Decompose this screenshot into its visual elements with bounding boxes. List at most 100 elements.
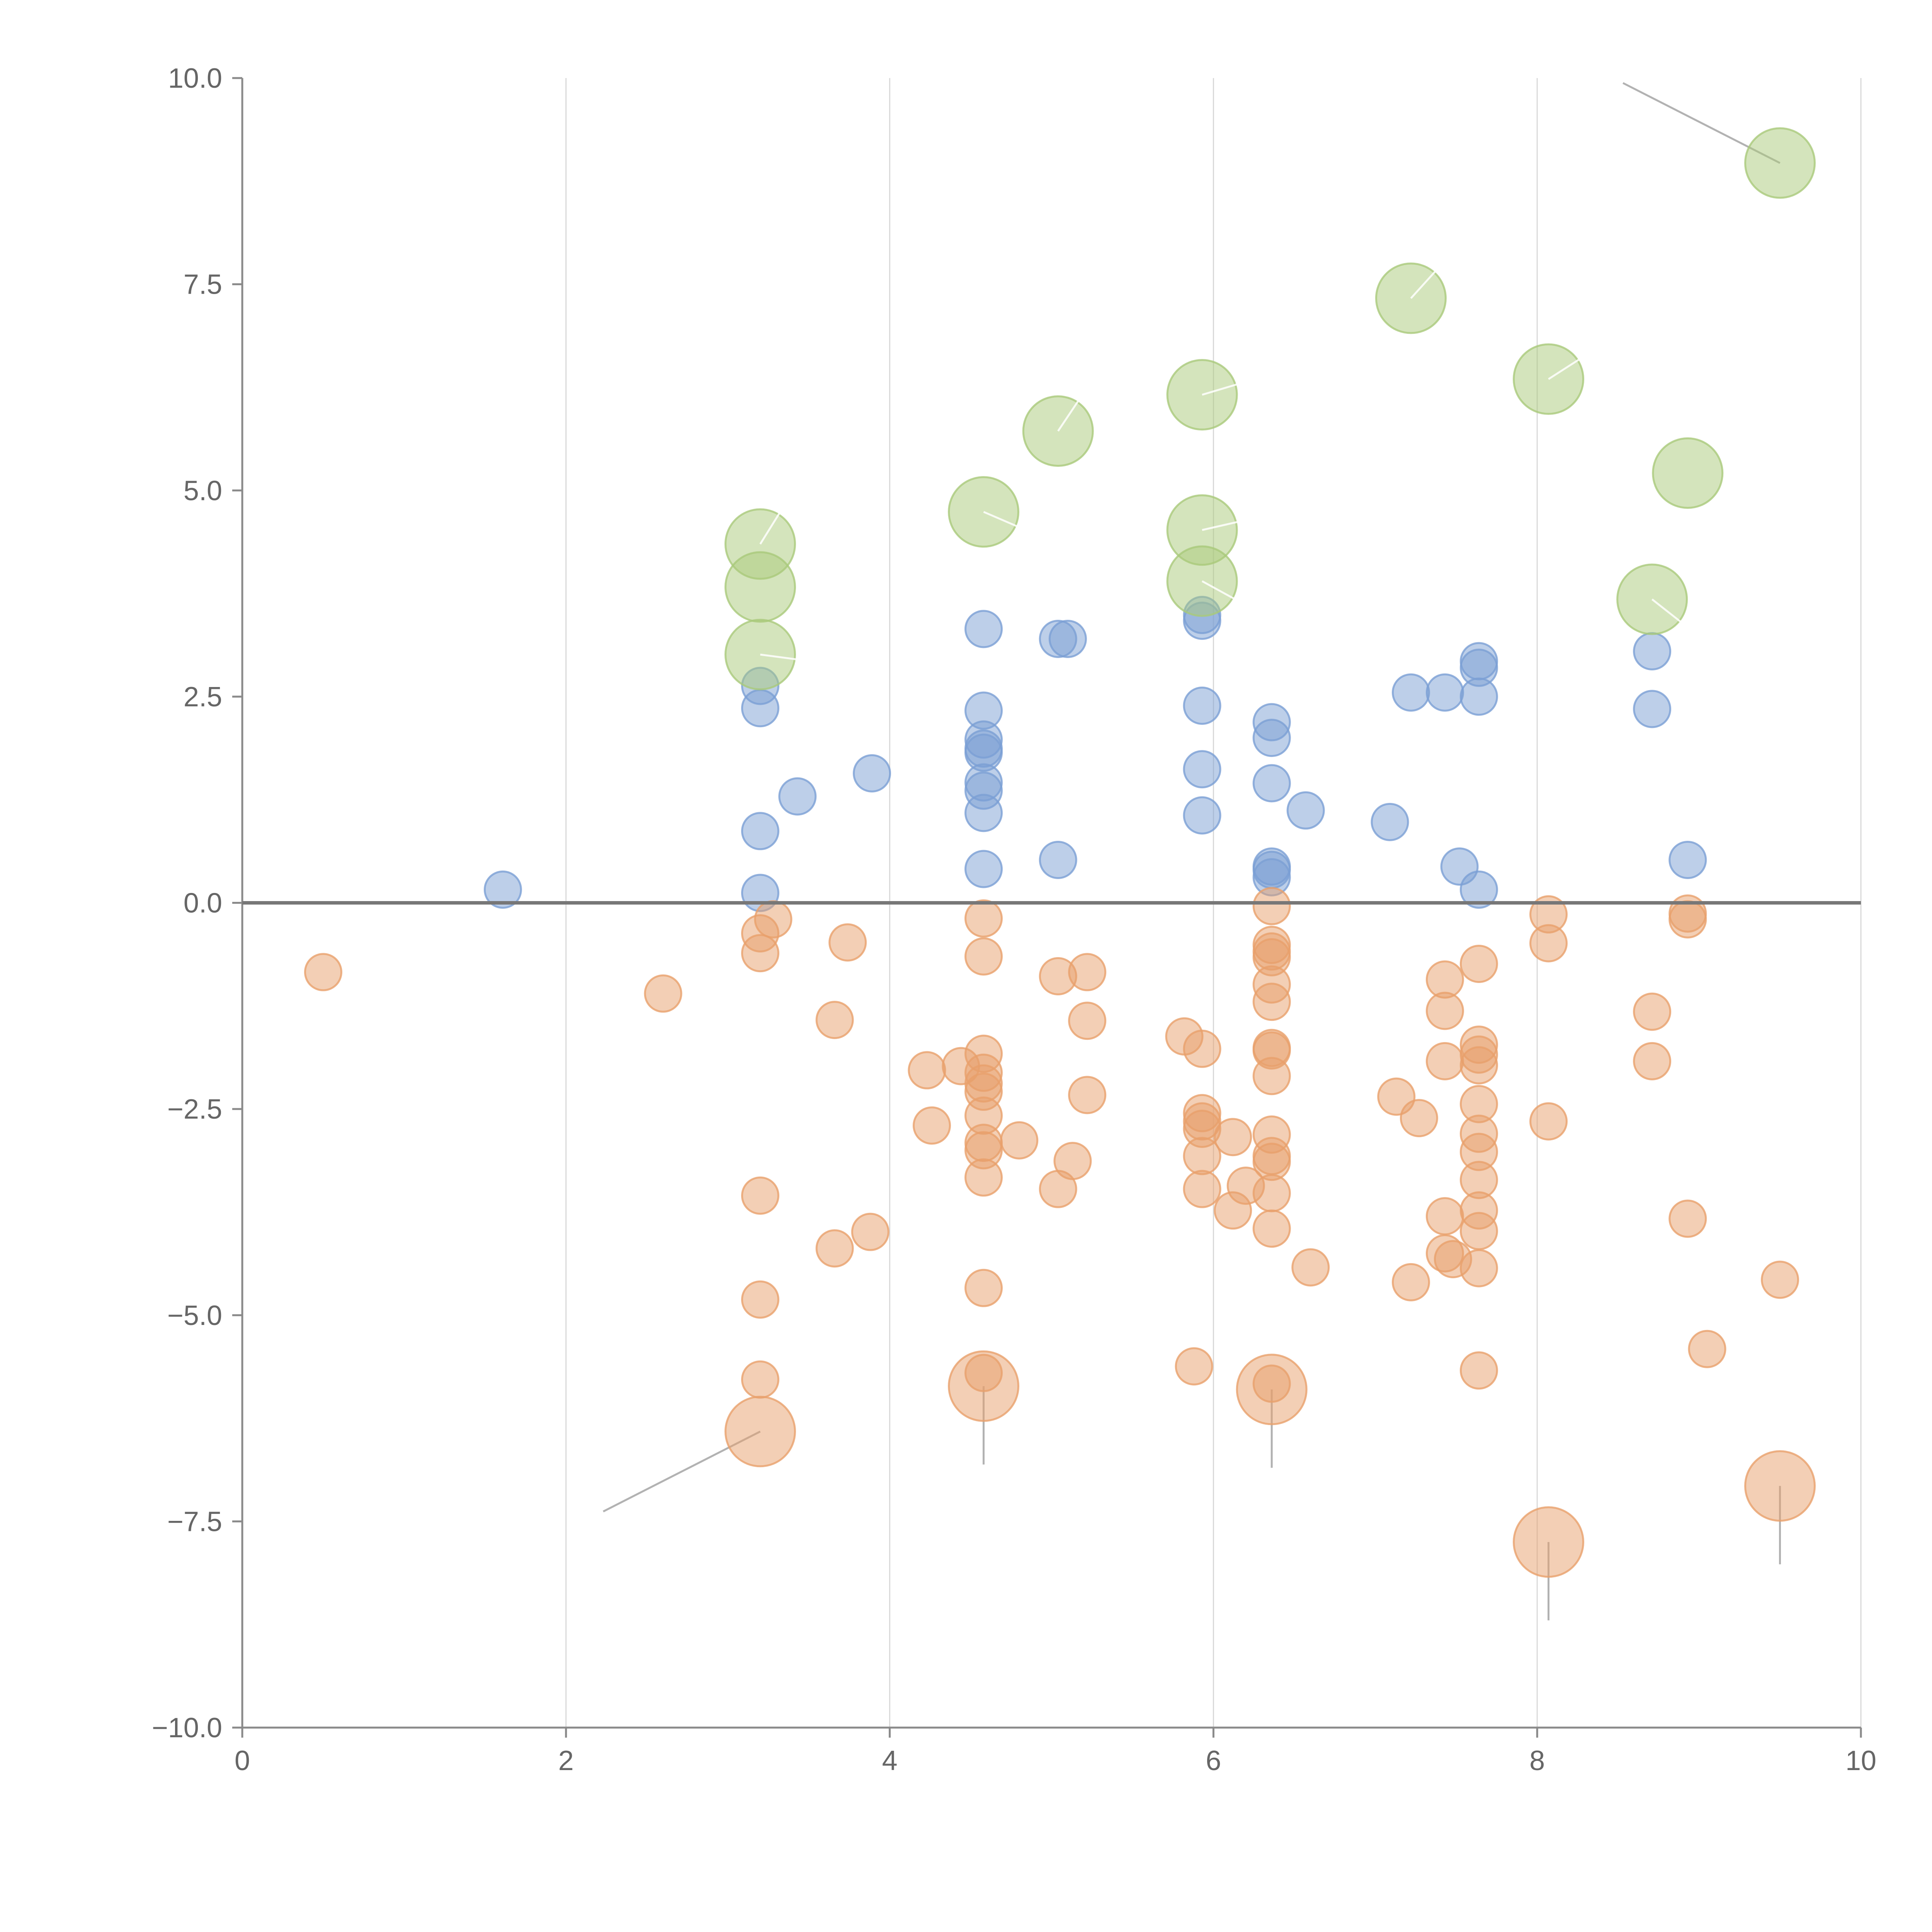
leader-line: [759, 510, 782, 545]
data-point-positive: [1668, 841, 1707, 879]
data-point-negative: [1252, 1209, 1291, 1248]
data-point-highlight-negative: [1744, 1450, 1816, 1522]
data-point-positive: [1286, 791, 1325, 830]
data-point-negative: [1000, 1121, 1039, 1160]
tick-labels: 0 2 4 6 8 10 10.0 7.5 5.0 2.5 0.0 −2.5 −5.0 −7.5 −10.0: [152, 63, 1876, 1776]
data-point-highlight-negative: [948, 1350, 1020, 1422]
data-point-negative: [644, 974, 682, 1013]
x-tick-label: 2: [558, 1745, 574, 1776]
data-point-negative: [815, 1229, 854, 1268]
y-tick-label: 10.0: [168, 63, 222, 94]
data-point-positive: [1425, 673, 1464, 712]
data-point-negative: [1425, 1042, 1464, 1080]
data-point-negative: [1252, 887, 1291, 925]
data-point-negative: [1252, 1057, 1291, 1095]
leader-line: [1651, 599, 1689, 628]
data-point-positive: [741, 812, 779, 850]
y-tick-label: 5.0: [184, 475, 222, 506]
data-point-negative: [1459, 944, 1498, 983]
data-point-negative: [1688, 1330, 1726, 1368]
y-tick-label: 7.5: [184, 269, 222, 300]
data-point-positive: [1459, 870, 1498, 909]
data-point-negative: [1068, 1076, 1107, 1114]
data-point-positive: [1459, 642, 1498, 680]
data-point-positive: [1633, 690, 1672, 728]
leader-line: [1202, 518, 1250, 531]
data-point-negative: [964, 1269, 1003, 1307]
x-tick-label: 4: [882, 1745, 898, 1776]
data-point-negative: [1668, 900, 1707, 939]
data-point-negative: [754, 900, 793, 939]
data-point-negative: [1459, 1046, 1498, 1085]
data-point-negative: [964, 1158, 1003, 1197]
data-point-positive: [964, 850, 1003, 888]
data-point-negative: [1529, 1102, 1568, 1141]
data-point-positive: [1183, 750, 1221, 789]
data-point-positive: [964, 610, 1003, 648]
data-point-negative: [1183, 1170, 1221, 1208]
data-point-negative: [1183, 1029, 1221, 1068]
data-point-positive: [964, 691, 1003, 730]
leader-line: [1201, 580, 1245, 605]
data-point-negative: [1633, 1042, 1672, 1080]
x-tick-label: 10: [1845, 1745, 1876, 1776]
data-point-negative: [1761, 1260, 1799, 1299]
data-point-negative: [1529, 924, 1568, 963]
y-tick-label: −10.0: [152, 1713, 222, 1743]
data-point-negative: [913, 1106, 951, 1145]
data-point-highlight-positive: [1744, 127, 1816, 199]
data-point-positive: [483, 870, 522, 909]
leader-line: [983, 511, 1026, 531]
data-point-highlight-positive: [1652, 437, 1724, 509]
data-point-highlight-negative: [1236, 1354, 1308, 1425]
y-tick-label: 2.5: [184, 682, 222, 713]
data-point-negative: [1053, 1142, 1092, 1180]
data-point-positive: [1183, 686, 1221, 725]
data-point-positive: [1048, 619, 1087, 658]
leader-lines-light: [759, 265, 1689, 662]
data-point-negative: [304, 953, 342, 992]
leader-line: [1548, 350, 1593, 380]
data-point-negative: [1425, 1197, 1464, 1236]
data-point-negative: [1459, 1351, 1498, 1390]
data-point-negative: [815, 1001, 854, 1039]
data-point-negative: [828, 923, 867, 962]
y-tick-label: −2.5: [167, 1094, 222, 1125]
data-point-positive: [853, 754, 891, 793]
data-point-negative: [741, 1176, 779, 1215]
data-point-positive: [1633, 632, 1672, 670]
data-point-negative: [1459, 1249, 1498, 1287]
data-point-negative: [741, 1360, 779, 1399]
data-point-highlight-negative: [724, 1396, 796, 1468]
data-point-highlight-negative: [1513, 1506, 1585, 1578]
x-tick-label: 8: [1529, 1745, 1545, 1776]
data-point-negative: [1175, 1347, 1213, 1386]
data-point-positive: [1183, 796, 1221, 835]
x-tick-label: 6: [1206, 1745, 1221, 1776]
leader-line: [1057, 396, 1082, 432]
data-point-negative: [741, 1280, 779, 1319]
data-point-negative: [908, 1051, 946, 1090]
data-point-negative: [1291, 1248, 1330, 1287]
data-point-negative: [1633, 992, 1672, 1031]
y-tick-label: 0.0: [184, 888, 222, 919]
data-point-negative: [964, 937, 1003, 976]
data-point-negative: [741, 934, 779, 973]
y-tick-label: −5.0: [167, 1300, 222, 1331]
data-point-negative: [1668, 1199, 1707, 1238]
data-point-positive: [1252, 847, 1291, 886]
data-point-negative: [1068, 1002, 1107, 1040]
data-point-negative: [1252, 1174, 1291, 1213]
leader-line: [760, 653, 811, 662]
data-point-negative: [1252, 983, 1291, 1021]
data-point-positive: [1371, 803, 1409, 841]
data-point-negative: [1459, 1212, 1498, 1250]
data-point-negative: [964, 899, 1003, 938]
data-point-negative: [1214, 1118, 1252, 1156]
leader-line: [1410, 265, 1441, 299]
data-point-negative: [1425, 992, 1464, 1030]
data-point-negative: [1068, 953, 1107, 992]
data-point-negative: [1391, 1263, 1430, 1301]
data-point-negative: [851, 1213, 889, 1251]
